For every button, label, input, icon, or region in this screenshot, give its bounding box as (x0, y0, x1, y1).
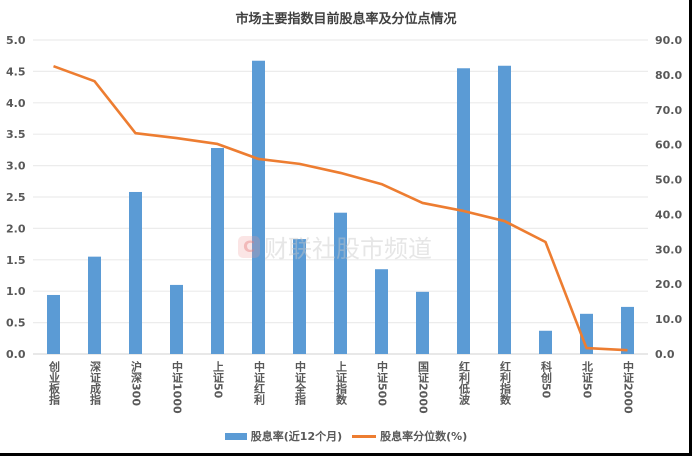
right-axis-tick: 90.0 (655, 34, 682, 47)
bar[interactable] (293, 239, 306, 354)
bar[interactable] (498, 65, 511, 355)
bar[interactable] (129, 191, 142, 354)
x-axis-label: 科创50 (539, 361, 553, 399)
x-axis-label: 上证指数 (334, 361, 348, 405)
x-axis-label: 中证全指 (293, 361, 307, 405)
left-axis-tick: 1.0 (6, 285, 26, 298)
right-axis-tick: 70.0 (655, 104, 682, 117)
watermark-logo-icon: C (238, 235, 260, 258)
left-axis-tick: 4.0 (6, 97, 26, 110)
x-axis-label: 创业板指 (47, 361, 61, 405)
bar[interactable] (88, 256, 101, 354)
bar[interactable] (416, 291, 429, 354)
left-axis-tick: 0.0 (6, 348, 26, 361)
right-axis-tick: 0.0 (655, 348, 675, 361)
right-axis-tick: 10.0 (655, 313, 682, 326)
watermark: C 财联社股市频道 (238, 229, 432, 264)
bar[interactable] (170, 284, 183, 354)
right-axis-tick: 50.0 (655, 174, 682, 187)
legend-item-line[interactable]: 股息率分位数(%) (352, 428, 467, 444)
x-axis-label: 中证1000 (170, 361, 184, 414)
bar[interactable] (252, 60, 265, 354)
left-axis-tick: 3.0 (6, 160, 26, 173)
x-axis-label: 上证50 (211, 361, 225, 399)
right-axis-tick: 60.0 (655, 139, 682, 152)
legend-item-bar[interactable]: 股息率(近12个月) (224, 428, 343, 444)
bar[interactable] (621, 306, 634, 354)
bar[interactable] (211, 148, 224, 354)
right-axis-tick: 40.0 (655, 208, 682, 221)
right-axis-tick: 20.0 (655, 278, 682, 291)
x-axis-label: 红利指数 (498, 361, 512, 405)
legend-line-swatch-icon (352, 434, 377, 438)
legend-line-label: 股息率分位数(%) (380, 430, 468, 443)
left-axis-tick: 2.5 (6, 191, 26, 204)
bar[interactable] (334, 212, 347, 354)
right-axis-tick: 80.0 (655, 69, 682, 82)
percentile-line[interactable] (53, 64, 628, 352)
legend-bar-label: 股息率(近12个月) (250, 430, 343, 443)
x-axis-label: 中证红利 (252, 361, 266, 405)
x-axis-label: 沪深300 (129, 361, 143, 406)
x-axis-label: 北证50 (580, 361, 594, 399)
legend-bar-swatch-icon (224, 432, 247, 440)
left-axis-tick: 1.5 (6, 254, 26, 267)
left-axis-tick: 0.5 (6, 317, 26, 330)
left-axis-tick: 3.5 (6, 128, 26, 141)
x-axis-label: 中证500 (375, 361, 389, 406)
left-axis-tick: 5.0 (6, 34, 26, 47)
bar[interactable] (47, 294, 60, 354)
watermark-text: 财联社股市频道 (264, 235, 432, 263)
bar[interactable] (580, 313, 593, 354)
x-axis-label: 红利低波 (457, 361, 471, 405)
bar[interactable] (375, 269, 388, 354)
x-axis-label: 深证成指 (88, 361, 102, 405)
left-axis-tick: 2.0 (6, 222, 26, 235)
legend: 股息率(近12个月) 股息率分位数(%) (0, 428, 692, 444)
left-axis-tick: 4.5 (6, 65, 26, 78)
chart-title: 市场主要指数目前股息率及分位点情况 (235, 12, 457, 27)
bar[interactable] (539, 330, 552, 354)
right-axis-tick: 30.0 (655, 243, 682, 256)
x-axis-label: 国证2000 (416, 361, 430, 414)
x-axis-label: 中证2000 (621, 361, 635, 414)
